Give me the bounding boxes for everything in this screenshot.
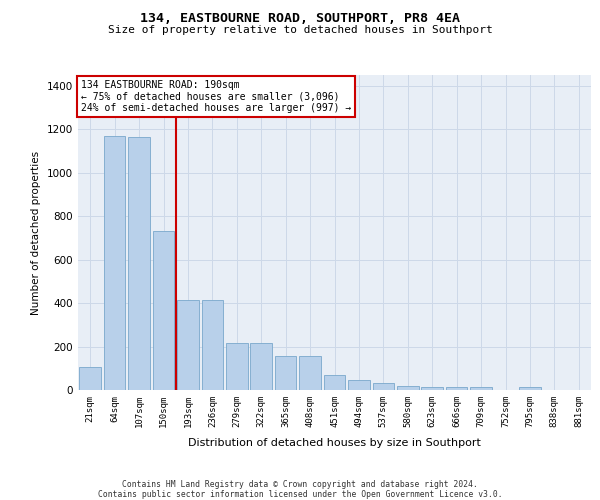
Bar [128, 137, 150, 390]
Bar [226, 344, 248, 390]
Bar [446, 388, 467, 390]
X-axis label: Distribution of detached houses by size in Southport: Distribution of detached houses by size … [188, 438, 481, 448]
Text: Contains HM Land Registry data © Crown copyright and database right 2024.
Contai: Contains HM Land Registry data © Crown c… [98, 480, 502, 499]
Bar [177, 300, 199, 390]
Bar [470, 388, 492, 390]
Bar [104, 136, 125, 390]
Bar [202, 300, 223, 390]
Bar [324, 375, 345, 390]
Bar [519, 386, 541, 390]
Bar [397, 386, 419, 390]
Text: 134, EASTBOURNE ROAD, SOUTHPORT, PR8 4EA: 134, EASTBOURNE ROAD, SOUTHPORT, PR8 4EA [140, 12, 460, 26]
Bar [275, 356, 296, 390]
Y-axis label: Number of detached properties: Number of detached properties [31, 150, 41, 314]
Bar [250, 344, 272, 390]
Bar [153, 232, 174, 390]
Bar [373, 384, 394, 390]
Text: 134 EASTBOURNE ROAD: 190sqm
← 75% of detached houses are smaller (3,096)
24% of : 134 EASTBOURNE ROAD: 190sqm ← 75% of det… [80, 80, 351, 113]
Bar [299, 356, 321, 390]
Bar [421, 386, 443, 390]
Text: Size of property relative to detached houses in Southport: Size of property relative to detached ho… [107, 25, 493, 35]
Bar [79, 366, 101, 390]
Bar [348, 380, 370, 390]
